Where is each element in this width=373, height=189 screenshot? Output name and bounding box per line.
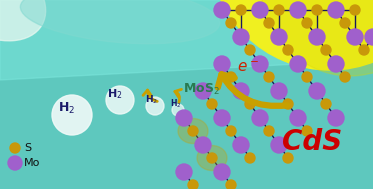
Circle shape — [146, 97, 164, 115]
Circle shape — [8, 156, 22, 170]
Circle shape — [226, 180, 236, 189]
Circle shape — [188, 180, 198, 189]
Circle shape — [236, 5, 246, 15]
Circle shape — [106, 86, 134, 114]
Circle shape — [328, 56, 344, 72]
FancyArrowPatch shape — [175, 89, 182, 102]
Circle shape — [350, 5, 360, 15]
Circle shape — [302, 126, 312, 136]
Circle shape — [195, 83, 211, 99]
Ellipse shape — [21, 0, 220, 44]
Circle shape — [283, 99, 293, 109]
FancyArrowPatch shape — [143, 90, 157, 101]
Circle shape — [241, 4, 249, 12]
Circle shape — [214, 56, 230, 72]
Circle shape — [290, 2, 306, 18]
Circle shape — [347, 29, 363, 45]
Circle shape — [287, 7, 293, 13]
Circle shape — [271, 29, 287, 45]
Circle shape — [207, 153, 217, 163]
Ellipse shape — [0, 0, 46, 41]
Circle shape — [207, 99, 217, 109]
Circle shape — [271, 83, 287, 99]
Circle shape — [245, 45, 255, 55]
Circle shape — [274, 5, 284, 15]
Circle shape — [302, 18, 312, 28]
Circle shape — [176, 164, 192, 180]
Circle shape — [328, 110, 344, 126]
Ellipse shape — [197, 146, 227, 170]
Circle shape — [290, 110, 306, 126]
Circle shape — [252, 2, 268, 18]
Circle shape — [340, 18, 350, 28]
Text: H$_2$: H$_2$ — [58, 101, 75, 116]
Circle shape — [340, 72, 350, 82]
Circle shape — [255, 1, 261, 7]
Text: H$_2$: H$_2$ — [170, 98, 181, 111]
Circle shape — [309, 83, 325, 99]
Polygon shape — [0, 0, 373, 80]
Circle shape — [233, 83, 249, 99]
Circle shape — [328, 2, 344, 18]
Circle shape — [283, 45, 293, 55]
Circle shape — [252, 56, 268, 72]
Circle shape — [188, 126, 198, 136]
Text: H$_2$: H$_2$ — [107, 87, 123, 101]
Circle shape — [214, 164, 230, 180]
Text: MoS$_2$: MoS$_2$ — [183, 82, 220, 97]
Circle shape — [214, 2, 230, 18]
Circle shape — [290, 56, 306, 72]
Circle shape — [264, 72, 274, 82]
Circle shape — [252, 110, 268, 126]
Circle shape — [210, 0, 373, 70]
Circle shape — [214, 110, 230, 126]
Circle shape — [226, 72, 236, 82]
Circle shape — [359, 45, 369, 55]
Text: $e^-$: $e^-$ — [237, 60, 259, 75]
Circle shape — [10, 143, 20, 153]
Circle shape — [195, 137, 211, 153]
Circle shape — [172, 104, 184, 116]
Circle shape — [52, 95, 92, 135]
Circle shape — [264, 18, 274, 28]
Circle shape — [283, 153, 293, 163]
Circle shape — [321, 99, 331, 109]
Circle shape — [226, 126, 236, 136]
Circle shape — [245, 99, 255, 109]
Circle shape — [312, 5, 322, 15]
Circle shape — [233, 29, 249, 45]
Circle shape — [271, 137, 287, 153]
Circle shape — [226, 18, 236, 28]
Circle shape — [245, 153, 255, 163]
Text: CdS: CdS — [282, 128, 342, 156]
Text: S: S — [24, 143, 31, 153]
FancyArrowPatch shape — [218, 74, 287, 106]
Ellipse shape — [260, 0, 373, 76]
Circle shape — [233, 137, 249, 153]
Text: Mo: Mo — [24, 158, 40, 168]
Circle shape — [318, 4, 322, 8]
Circle shape — [309, 29, 325, 45]
Text: H$_2$: H$_2$ — [145, 94, 158, 106]
Circle shape — [264, 126, 274, 136]
Circle shape — [176, 110, 192, 126]
Circle shape — [302, 72, 312, 82]
Circle shape — [365, 29, 373, 45]
Circle shape — [321, 45, 331, 55]
Ellipse shape — [178, 119, 208, 143]
